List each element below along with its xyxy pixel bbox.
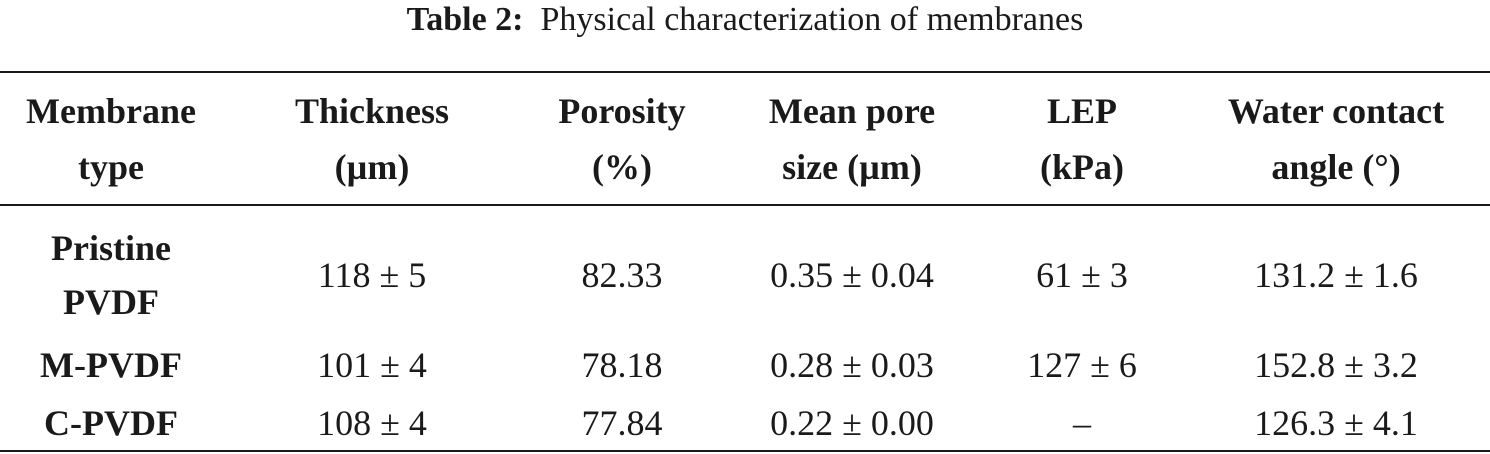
- membrane-name-cell: C-PVDF: [0, 394, 222, 452]
- header-line: type: [78, 146, 144, 187]
- membrane-name-line: M-PVDF: [40, 345, 182, 385]
- membrane-name-line: PVDF: [63, 282, 159, 322]
- header-line: size (µm): [782, 146, 922, 187]
- top-rule: [0, 71, 1490, 73]
- bottom-rule: [0, 450, 1490, 452]
- table-header: Membrane type Thickness (µm) Porosity (%…: [0, 73, 1490, 204]
- header-line: Thickness: [294, 90, 450, 131]
- lep-cell: 127 ± 6: [1027, 345, 1137, 385]
- header-line: (%): [592, 146, 652, 187]
- header-line: (kPa): [1040, 146, 1124, 187]
- header-line: Water contact: [1227, 90, 1445, 131]
- header-thickness: Thickness (µm): [222, 73, 522, 204]
- lep-cell: –: [1073, 403, 1091, 443]
- contact-angle-cell: 126.3 ± 4.1: [1254, 403, 1418, 443]
- membrane-name-cell: Pristine PVDF: [0, 204, 222, 336]
- membrane-name-line: C-PVDF: [44, 403, 178, 443]
- header-row: Membrane type Thickness (µm) Porosity (%…: [0, 73, 1490, 204]
- pore-size-cell: 0.22 ± 0.00: [770, 403, 934, 443]
- contact-angle-cell: 131.2 ± 1.6: [1254, 255, 1418, 295]
- pore-size-cell: 0.35 ± 0.04: [770, 255, 934, 295]
- table-row: C-PVDF 108 ± 4 77.84 0.22 ± 0.00 – 126.3…: [0, 394, 1490, 452]
- header-lep: LEP (kPa): [982, 73, 1182, 204]
- contact-angle-cell: 152.8 ± 3.2: [1254, 345, 1418, 385]
- membrane-table: Membrane type Thickness (µm) Porosity (%…: [0, 73, 1490, 452]
- header-rule: [0, 204, 1490, 206]
- pore-size-cell: 0.28 ± 0.03: [770, 345, 934, 385]
- thickness-cell: 101 ± 4: [317, 345, 427, 385]
- lep-cell: 61 ± 3: [1036, 255, 1128, 295]
- table-body: Pristine PVDF 118 ± 5 82.33 0.35 ± 0.04 …: [0, 204, 1490, 452]
- porosity-cell: 77.84: [581, 403, 663, 443]
- header-line: (µm): [334, 146, 410, 187]
- header-porosity: Porosity (%): [522, 73, 722, 204]
- header-line: Membrane: [26, 90, 196, 131]
- header-line: Mean pore: [768, 90, 936, 131]
- thickness-cell: 118 ± 5: [317, 255, 427, 295]
- header-membrane-type: Membrane type: [0, 73, 222, 204]
- table-row: M-PVDF 101 ± 4 78.18 0.28 ± 0.03 127 ± 6…: [0, 336, 1490, 394]
- header-mean-pore-size: Mean pore size (µm): [722, 73, 982, 204]
- header-line: Porosity: [558, 90, 686, 131]
- header-line: LEP: [1046, 90, 1117, 131]
- porosity-cell: 78.18: [581, 345, 663, 385]
- header-water-contact-angle: Water contact angle (°): [1182, 73, 1490, 204]
- membrane-name-line: Pristine: [51, 228, 171, 268]
- membrane-name-cell: M-PVDF: [0, 336, 222, 394]
- caption-text: Physical characterization of membranes: [540, 1, 1084, 38]
- porosity-cell: 82.33: [581, 255, 663, 295]
- table-caption: Table 2: Physical characterization of me…: [0, 0, 1490, 40]
- caption-label: Table 2:: [406, 1, 524, 38]
- table-row: Pristine PVDF 118 ± 5 82.33 0.35 ± 0.04 …: [0, 204, 1490, 336]
- thickness-cell: 108 ± 4: [317, 403, 427, 443]
- header-line: angle (°): [1271, 146, 1401, 187]
